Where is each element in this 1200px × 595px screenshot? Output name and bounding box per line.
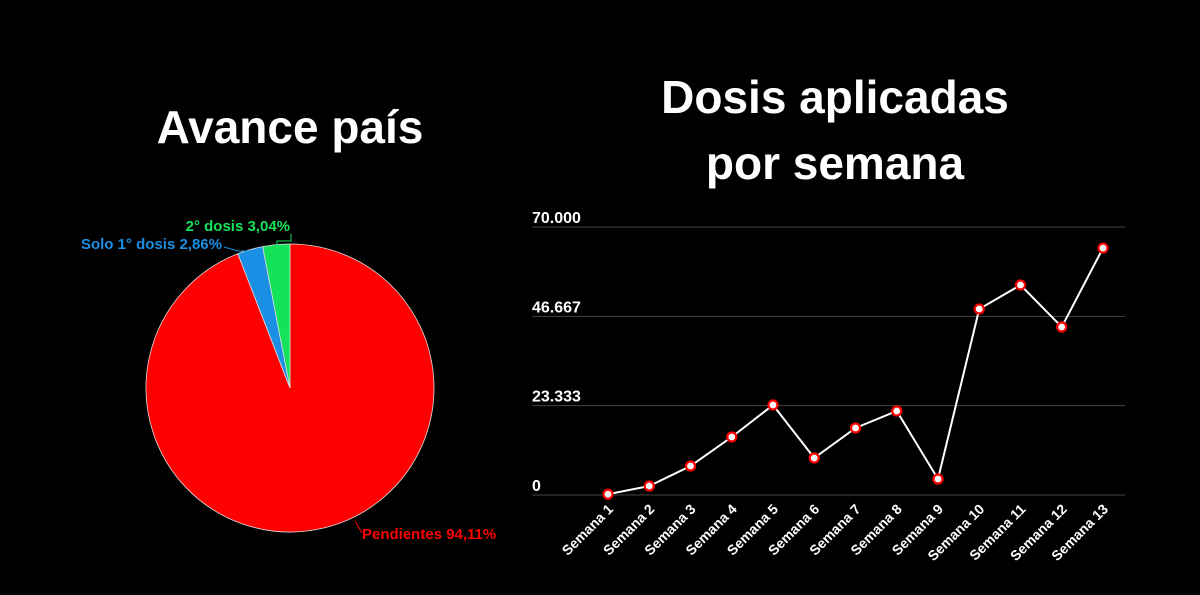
pie-chart-title: Avance país (156, 101, 424, 153)
data-point (1056, 321, 1068, 333)
data-point (726, 431, 738, 443)
pie-leader-line (223, 246, 250, 252)
data-point (767, 399, 779, 411)
data-line (607, 247, 1104, 496)
data-point (684, 460, 697, 472)
data-point (1014, 279, 1027, 291)
y-tick-label: 23.333 (532, 389, 581, 406)
data-point (808, 452, 820, 464)
data-point (602, 488, 614, 500)
pie-data-label: Solo 1° dosis 2,86% (81, 236, 222, 253)
pie-data-label: Pendientes 94,11% (362, 526, 496, 543)
pie-leader-line (354, 520, 363, 534)
y-tick-label: 46.667 (532, 299, 581, 316)
data-point (1097, 242, 1109, 254)
y-tick-label: 0 (532, 478, 541, 495)
pie-slice-2-dosis (262, 243, 291, 389)
line-title-line-2: por semana (705, 137, 965, 189)
data-point (973, 303, 985, 315)
data-point (932, 473, 944, 485)
line-chart-title: Dosis aplicadas por semana (585, 64, 1085, 196)
data-point (891, 405, 903, 417)
data-point (849, 422, 862, 434)
y-tick-label: 70.000 (532, 210, 581, 227)
pie-data-label: 2° dosis 3,04% (186, 218, 290, 235)
line-title-line-1: Dosis aplicadas (661, 71, 1009, 123)
pie-leader-line (276, 234, 292, 245)
data-point (643, 480, 655, 492)
